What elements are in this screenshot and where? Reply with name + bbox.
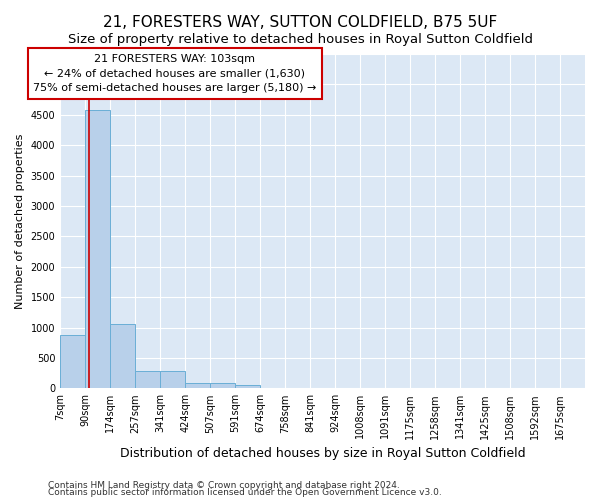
Bar [85, 110, 110, 388]
Text: 21, FORESTERS WAY, SUTTON COLDFIELD, B75 5UF: 21, FORESTERS WAY, SUTTON COLDFIELD, B75… [103, 15, 497, 30]
X-axis label: Distribution of detached houses by size in Royal Sutton Coldfield: Distribution of detached houses by size … [120, 447, 526, 460]
Text: Size of property relative to detached houses in Royal Sutton Coldfield: Size of property relative to detached ho… [67, 32, 533, 46]
Y-axis label: Number of detached properties: Number of detached properties [15, 134, 25, 309]
Text: Contains public sector information licensed under the Open Government Licence v3: Contains public sector information licen… [48, 488, 442, 497]
Bar [60, 335, 85, 388]
Text: 21 FORESTERS WAY: 103sqm
← 24% of detached houses are smaller (1,630)
75% of sem: 21 FORESTERS WAY: 103sqm ← 24% of detach… [33, 54, 317, 94]
Bar [135, 370, 160, 388]
Bar [235, 385, 260, 388]
Bar [185, 383, 210, 388]
Bar [160, 371, 185, 388]
Bar [210, 383, 235, 388]
Bar [110, 324, 135, 388]
Text: Contains HM Land Registry data © Crown copyright and database right 2024.: Contains HM Land Registry data © Crown c… [48, 480, 400, 490]
